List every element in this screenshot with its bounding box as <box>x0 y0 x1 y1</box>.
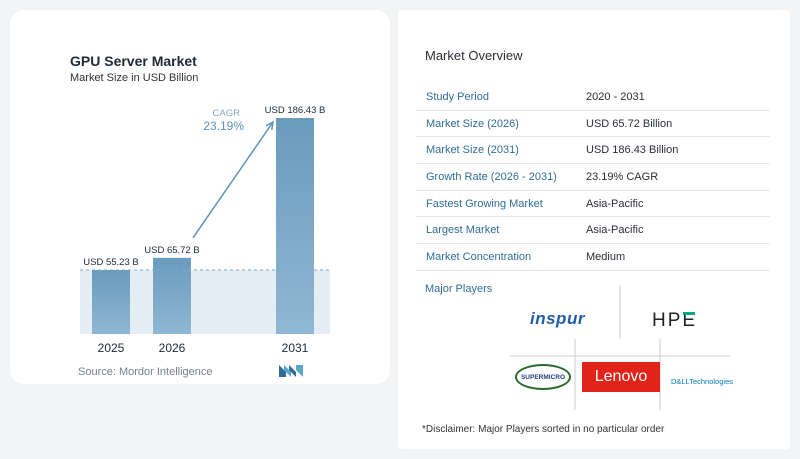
dell-logo: D&LLTechnologies <box>671 377 733 386</box>
players-title: Major Players <box>425 283 493 295</box>
overview-label: Market Concentration <box>426 250 532 263</box>
overview-row: Study Period 2020 - 2031 <box>416 84 770 111</box>
overview-label: Growth Rate (2026 - 2031) <box>426 170 557 183</box>
overview-value: Asia-Pacific <box>586 224 644 237</box>
bar-2025 <box>92 270 130 334</box>
source-note: Source: Mordor Intelligence <box>78 366 213 378</box>
chart-title: GPU Server Market <box>70 53 197 69</box>
overview-value: USD 65.72 Billion <box>586 117 673 130</box>
overview-label: Market Size (2031) <box>426 144 519 157</box>
hpe-logo: HPE <box>652 310 697 332</box>
bar-2026 <box>153 257 191 334</box>
cagr-arrowhead-icon <box>265 120 274 131</box>
cagr-label: CAGR <box>213 108 241 119</box>
overview-row: Largest Market Asia-Pacific <box>416 217 770 245</box>
overview-row: Growth Rate (2026 - 2031) 23.19% CAGR <box>416 164 770 191</box>
disclaimer: *Disclaimer: Major Players sorted in no … <box>422 424 665 435</box>
overview-row: Market Size (2031) USD 186.43 Billion <box>416 137 770 165</box>
inspur-logo: inspur <box>530 309 585 328</box>
value-label-2031: USD 186.43 B <box>265 105 326 116</box>
lenovo-logo: Lenovo <box>582 362 660 392</box>
hpe-accent-icon <box>683 312 696 315</box>
supermicro-logo-text: SUPERMICRO <box>520 373 566 381</box>
overview-label: Study Period <box>426 90 489 103</box>
overview-row: Fastest Growing Market Asia-Pacific <box>416 191 770 218</box>
overview-value: Asia-Pacific <box>586 197 644 210</box>
bar-chart: USD 55.23 B 2025 USD 65.72 B 2026 USD 186.43… <box>80 105 330 355</box>
lenovo-logo-text: Lenovo <box>594 368 648 385</box>
overview-value: USD 186.43 Billion <box>586 144 679 157</box>
value-label-2026: USD 65.72 B <box>144 245 199 256</box>
overview-value: 23.19% CAGR <box>586 170 659 183</box>
cagr-value: 23.19% <box>203 119 244 133</box>
supermicro-logo: SUPERMICRO <box>515 364 571 390</box>
overview-label: Largest Market <box>426 224 500 237</box>
overview-row: Market Concentration Medium <box>416 244 770 271</box>
overview-row: Market Size (2026) USD 65.72 Billion <box>416 111 770 138</box>
players-grid <box>510 285 730 410</box>
overview-value: Medium <box>586 250 626 263</box>
chart-subtitle: Market Size in USD Billion <box>70 72 199 84</box>
overview-value: 2020 - 2031 <box>586 90 645 103</box>
overview-label: Market Size (2026) <box>426 117 519 130</box>
bar-2031 <box>276 118 314 334</box>
overview-label: Fastest Growing Market <box>426 197 543 210</box>
value-label-2025: USD 55.23 B <box>83 257 138 268</box>
overview-title: Market Overview <box>425 48 523 63</box>
mordor-logo-icon <box>279 365 303 377</box>
tick-label-2031: 2031 <box>282 341 309 355</box>
hpe-logo-text: HPE <box>652 310 698 331</box>
cagr-arrow <box>192 121 274 239</box>
tick-label-2025: 2025 <box>98 341 125 355</box>
tick-label-2026: 2026 <box>159 341 186 355</box>
overview-table: Study Period 2020 - 2031 Market Size (20… <box>416 84 770 271</box>
